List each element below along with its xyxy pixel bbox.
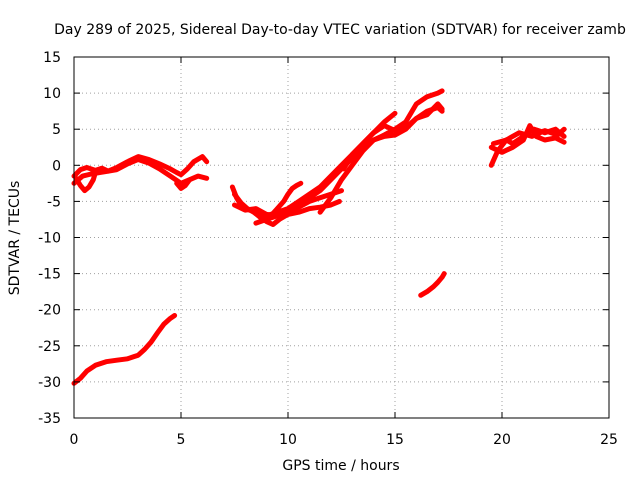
y-tick-label: -15 (38, 267, 61, 283)
x-tick-label: 10 (279, 432, 297, 448)
grid (74, 57, 609, 418)
y-tick-label: -35 (38, 411, 61, 427)
series-arc-d-3 (317, 101, 445, 215)
series-arc-b (71, 313, 178, 386)
chart-title: Day 289 of 2025, Sidereal Day-to-day VTE… (54, 22, 626, 38)
x-tick-labels: 0 5 10 15 20 25 (70, 432, 618, 448)
y-axis-label: SDTVAR / TECUs (7, 181, 23, 296)
x-tick-label: 0 (70, 432, 79, 448)
ticks (73, 56, 610, 419)
series-arc-a-dip (73, 170, 98, 194)
series-arc-f-2 (488, 123, 567, 155)
x-tick-label: 5 (177, 432, 186, 448)
y-tick-label: -30 (38, 375, 61, 391)
series-arc-d-4 (341, 110, 398, 172)
y-tick-label: -25 (38, 339, 61, 355)
x-axis-label: GPS time / hours (282, 458, 399, 474)
y-tick-label: 15 (43, 50, 61, 66)
x-tick-label: 15 (386, 432, 404, 448)
y-tick-label: 5 (52, 122, 61, 138)
y-tick-label: -5 (47, 194, 61, 210)
y-tick-label: -10 (38, 231, 61, 247)
series-layer (71, 88, 567, 386)
series-arc-e (418, 271, 447, 298)
x-tick-label: 25 (600, 432, 618, 448)
series-arc-a-upper (71, 154, 210, 179)
y-tick-label: 0 (52, 158, 61, 174)
x-tick-label: 20 (493, 432, 511, 448)
y-tick-labels: 15 10 5 0 -5 -10 -15 -20 -25 -30 -35 (38, 50, 61, 427)
series-arc-f-3 (490, 126, 567, 147)
y-tick-label: -20 (38, 303, 61, 319)
y-tick-label: 10 (43, 86, 61, 102)
series-arc-a-blip (174, 177, 193, 191)
